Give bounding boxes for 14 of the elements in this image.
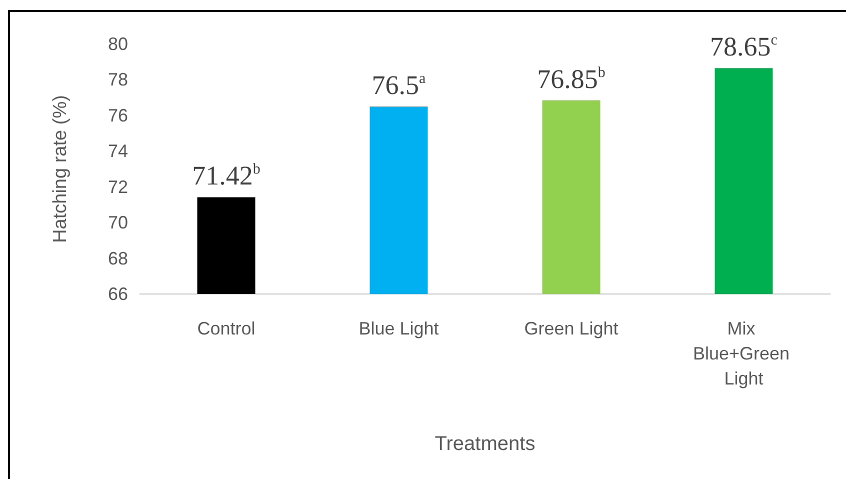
x-tick-label: Green Light xyxy=(524,318,618,338)
y-tick-label: 66 xyxy=(108,284,128,304)
x-tick-label: Control xyxy=(197,318,256,338)
y-axis-title: Hatching rate (%) xyxy=(50,95,71,243)
y-tick-label: 74 xyxy=(108,141,128,162)
y-tick-label: 80 xyxy=(108,34,128,54)
y-tick-label: 68 xyxy=(108,248,128,268)
x-tick-label: Mix Blue+Green Light xyxy=(692,318,795,388)
y-tick-label: 76 xyxy=(108,105,128,126)
y-tick-label: 70 xyxy=(108,212,128,233)
y-tick-label: 72 xyxy=(108,176,128,197)
x-tick-label: Blue Light xyxy=(358,318,439,338)
x-axis-title: Treatments xyxy=(434,433,536,455)
y-tick-label: 78 xyxy=(108,70,128,90)
